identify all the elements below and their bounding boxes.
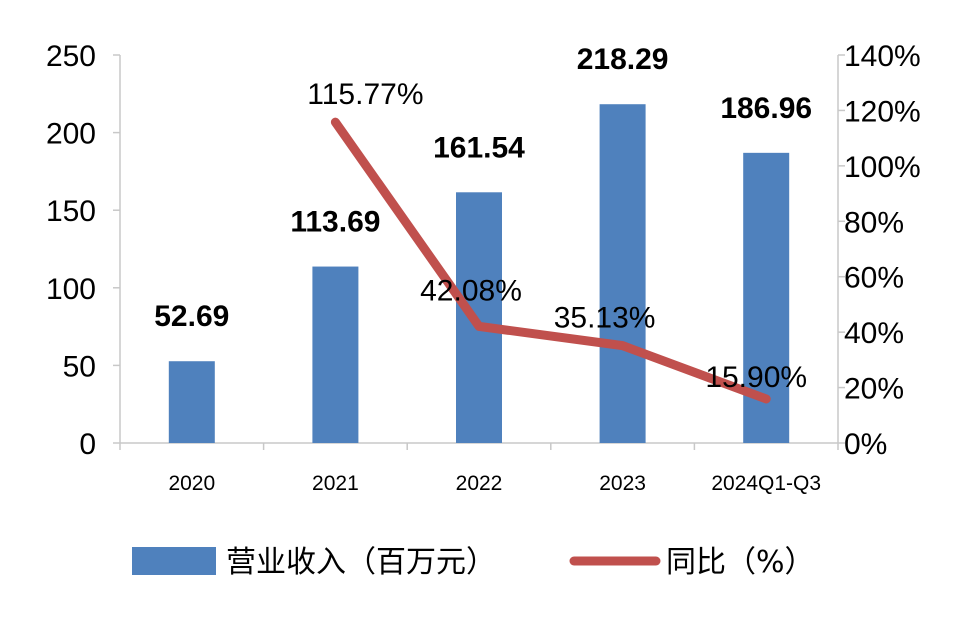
bar (456, 192, 502, 443)
tick-label-right: 0% (844, 428, 887, 461)
bar-value-label: 218.29 (577, 43, 669, 76)
tick-label-right: 40% (844, 317, 904, 350)
category-label: 2022 (456, 472, 503, 495)
tick-label-left: 200 (46, 118, 96, 151)
tick-label-right: 80% (844, 206, 904, 239)
axes: 0 50 100 150 200 250 0% 20% 40% 60% 80% 100% 120% 140… (46, 40, 921, 495)
bar-value-label: 186.96 (720, 92, 812, 125)
legend: 营业收入（百万元） 同比（%） (132, 545, 815, 580)
line-value-label: 42.08% (420, 274, 522, 307)
line-point (334, 121, 337, 124)
bar (168, 361, 215, 443)
tick-label-left: 100 (46, 273, 96, 306)
tick-label-left: 50 (63, 350, 96, 383)
bar-value-label: 52.69 (154, 300, 229, 333)
category-label: 2023 (599, 472, 646, 495)
tick-label-right: 60% (844, 262, 904, 295)
line-value-label: 115.77% (307, 78, 423, 111)
line-point (765, 397, 768, 400)
bar-value-label: 161.54 (433, 131, 525, 164)
bar (312, 266, 359, 443)
tick-label-right: 140% (844, 40, 921, 73)
line-point (478, 325, 480, 328)
tick-label-right: 120% (844, 95, 921, 128)
category-label: 2021 (312, 472, 359, 495)
bars (168, 104, 790, 443)
bar-value-label: 113.69 (290, 206, 380, 239)
tick-label-left: 0 (79, 428, 96, 461)
tick-label-left: 150 (46, 195, 96, 228)
category-label: 2024Q1-Q3 (711, 472, 821, 495)
bar (599, 104, 646, 443)
tick-label-left: 250 (46, 40, 96, 73)
tick-label-right: 100% (844, 151, 921, 184)
line-point (621, 344, 624, 347)
line-path (330, 117, 771, 404)
legend-swatch-bar (132, 547, 216, 575)
line-series (330, 117, 771, 404)
data-labels: 52.69 113.69 161.54 218.29 186.96 115.77% 42.0… (154, 43, 812, 394)
line-value-label: 15.90% (705, 361, 807, 394)
legend-label-bar: 营业收入（百万元） (226, 545, 496, 580)
category-label: 2020 (168, 472, 215, 495)
legend-label-line: 同比（%） (666, 545, 815, 580)
tick-label-right: 20% (844, 373, 904, 406)
line-value-label: 35.13% (554, 302, 656, 335)
